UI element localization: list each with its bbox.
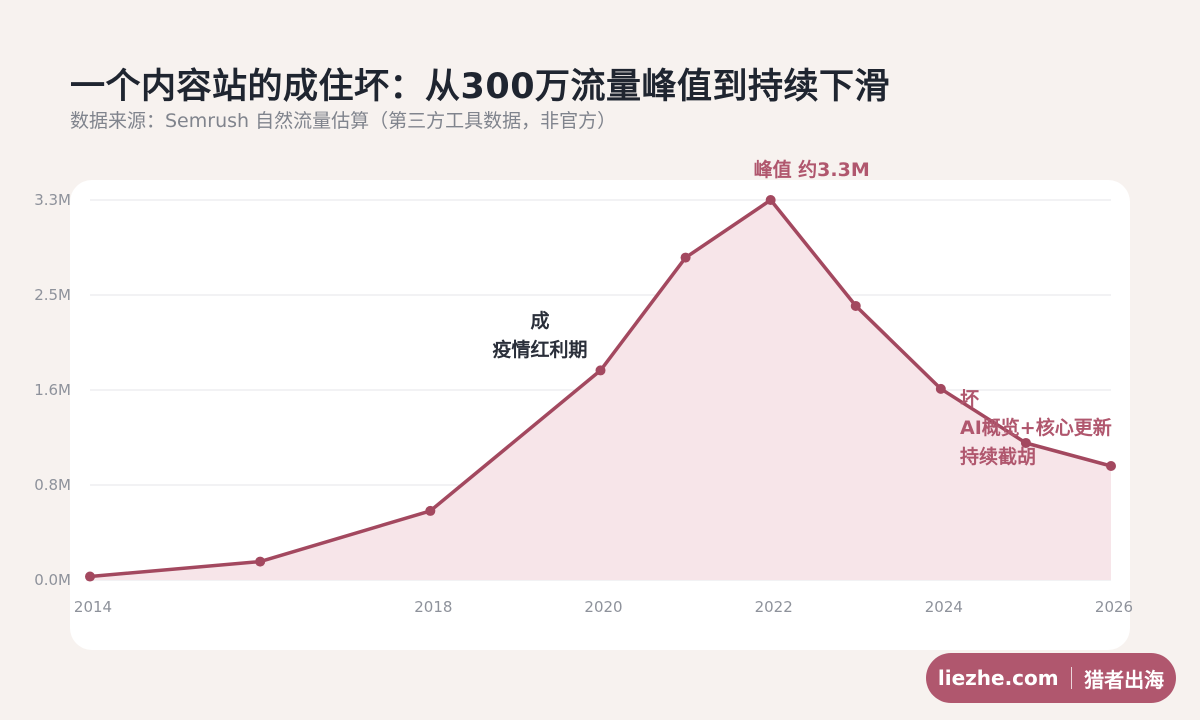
y-tick-label: 3.3M: [34, 191, 71, 209]
brand-badge[interactable]: liezhe.com 猎者出海: [926, 653, 1176, 703]
annotation-label: AI概览+核心更新: [960, 416, 1112, 439]
annotation-label: 峰值 约3.3M: [754, 158, 870, 181]
brand-divider: [1070, 667, 1073, 689]
data-point: [255, 556, 266, 567]
x-tick-label: 2014: [74, 598, 112, 616]
annotation-label: 疫情红利期: [492, 338, 587, 361]
x-tick-label: 2018: [414, 598, 452, 616]
brand-site: liezhe.com: [937, 666, 1059, 690]
annotation-label: 持续截胡: [960, 445, 1036, 468]
data-point: [765, 195, 776, 205]
x-tick-label: 2020: [584, 598, 622, 616]
series-line: [88, 198, 1113, 579]
data-point: [595, 365, 606, 376]
annotation-label: 成: [530, 309, 549, 332]
series-area: [90, 200, 1111, 580]
chart-subtitle: 数据来源：Semrush 自然流量估算（第三方工具数据，非官方）: [70, 110, 617, 132]
brand-name: 猎者出海: [1084, 667, 1165, 692]
chart-title: 一个内容站的成住坏：从300万流量峰值到持续下滑: [70, 67, 891, 107]
data-point: [850, 300, 861, 311]
y-tick-label: 0.0M: [34, 571, 71, 589]
data-point: [935, 383, 946, 394]
data-point: [680, 252, 691, 263]
y-tick-label: 2.5M: [34, 286, 71, 304]
x-tick-label: 2026: [1095, 598, 1133, 616]
y-tick-label: 1.6M: [34, 381, 71, 399]
y-tick-label: 0.8M: [34, 476, 71, 494]
annotation-label: 坏: [960, 388, 979, 410]
data-point: [425, 505, 436, 516]
data-point: [85, 571, 95, 582]
x-tick-label: 2024: [925, 598, 963, 616]
data-point: [1020, 437, 1031, 448]
data-point: [1106, 461, 1116, 471]
x-tick-label: 2022: [755, 598, 793, 616]
